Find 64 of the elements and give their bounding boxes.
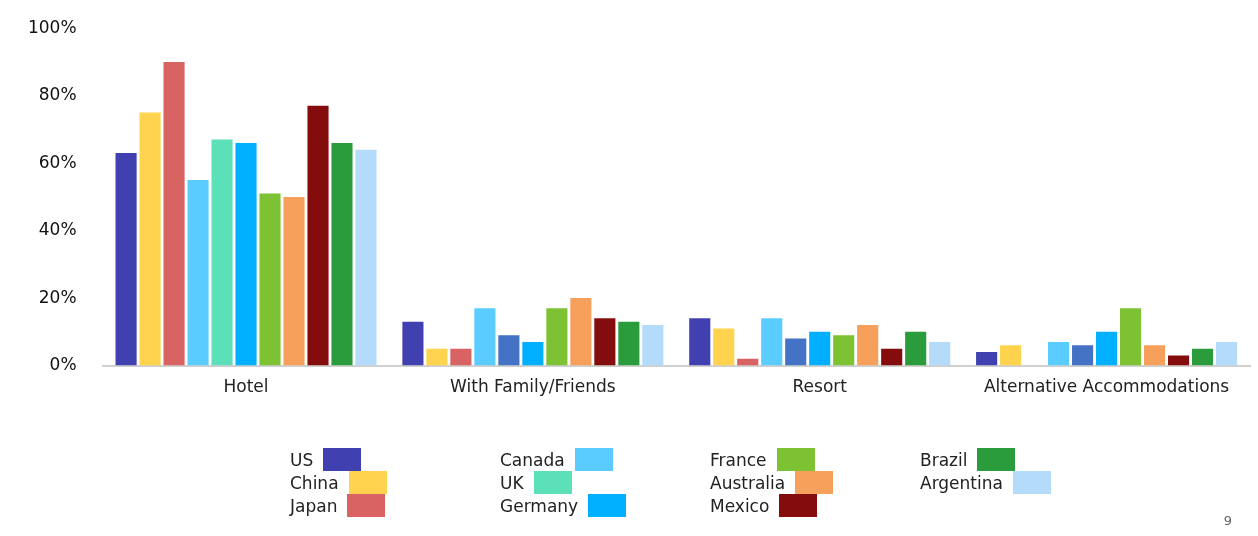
bar: [809, 331, 831, 366]
bar: [426, 348, 448, 366]
legend-label: France: [710, 449, 767, 470]
bar: [1191, 348, 1214, 366]
legend-label: Brazil: [920, 449, 968, 470]
x-tick-label: With Family/Friends: [450, 376, 616, 397]
text: 9: [1223, 513, 1232, 528]
x-tick-label: Resort: [792, 376, 848, 397]
bar: [785, 338, 807, 366]
bar: [187, 180, 209, 366]
legend-label: Australia: [710, 472, 786, 493]
bar: [761, 318, 783, 366]
x-tick-label: Hotel: [223, 376, 269, 397]
bar: [283, 196, 305, 366]
x-tick-label: Alternative Accommodations: [983, 376, 1230, 397]
bar: [355, 149, 377, 366]
bar: [594, 318, 616, 366]
legend-label: Mexico: [710, 495, 770, 516]
y-tick-label: 80%: [38, 84, 77, 105]
bar: [881, 348, 903, 366]
bar: [1000, 345, 1022, 366]
bar: [1096, 331, 1118, 366]
bar: [976, 352, 998, 366]
y-tick-label: 100%: [27, 16, 77, 37]
legend-label: China: [290, 472, 339, 493]
bar: [618, 321, 640, 366]
bar: [139, 112, 161, 366]
legend-label: Canada: [500, 449, 565, 470]
bar: [1215, 341, 1238, 366]
bar: [570, 298, 592, 366]
bar: [929, 341, 951, 366]
bar: [1144, 345, 1166, 366]
bar: [522, 341, 544, 366]
bar: [498, 335, 520, 366]
bar: [1120, 308, 1142, 366]
bar: [713, 328, 735, 366]
bar: [689, 318, 711, 366]
bar: [1167, 355, 1190, 366]
bar: [1048, 341, 1070, 366]
bar: [235, 142, 257, 366]
bar: [1072, 345, 1094, 366]
bar: [474, 308, 496, 366]
legend-label: Japan: [290, 495, 338, 516]
y-tick-label: 20%: [38, 286, 77, 307]
bar: [833, 335, 855, 366]
bar: [163, 61, 185, 366]
y-tick-label: 60%: [38, 151, 77, 172]
bar: [307, 105, 329, 366]
bar: [450, 348, 472, 366]
legend-label: UK: [500, 472, 524, 493]
bar: [331, 142, 353, 366]
bar: [259, 193, 281, 366]
bar: [905, 331, 927, 366]
bar: [546, 308, 568, 366]
legend-label: Argentina: [920, 472, 1003, 493]
y-tick-label: 0%: [49, 354, 77, 375]
bar: [857, 325, 879, 366]
bar: [115, 153, 137, 366]
y-tick-label: 40%: [38, 219, 77, 240]
bar: [642, 325, 664, 366]
bar: [402, 321, 424, 366]
legend-label: Germany: [500, 495, 579, 516]
legend-label: US: [290, 449, 314, 470]
bar: [211, 139, 233, 366]
